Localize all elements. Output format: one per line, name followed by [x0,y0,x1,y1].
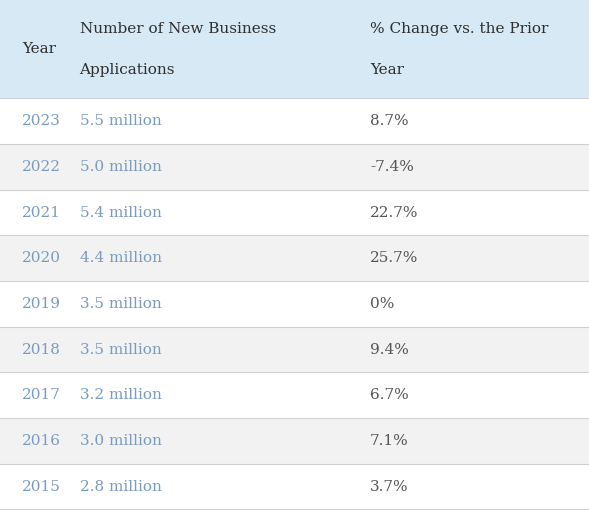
Text: 2017: 2017 [22,388,61,402]
Text: 2.8 million: 2.8 million [80,480,161,494]
Text: 25.7%: 25.7% [370,251,418,265]
Bar [0,327,589,372]
Text: 0%: 0% [370,297,394,311]
Text: 2020: 2020 [22,251,61,265]
Text: Applications: Applications [80,63,175,77]
Text: 5.0 million: 5.0 million [80,160,161,174]
Text: % Change vs. the Prior: % Change vs. the Prior [370,22,548,36]
Bar [0,98,589,144]
Text: 22.7%: 22.7% [370,206,418,220]
Bar [0,235,589,281]
Text: Year: Year [370,63,404,77]
Text: 6.7%: 6.7% [370,388,409,402]
Text: 2019: 2019 [22,297,61,311]
Bar [0,281,589,327]
Bar [0,372,589,418]
Text: 2022: 2022 [22,160,61,174]
Text: 7.1%: 7.1% [370,434,409,448]
Text: -7.4%: -7.4% [370,160,413,174]
Text: 2016: 2016 [22,434,61,448]
Text: 3.2 million: 3.2 million [80,388,161,402]
Text: 5.5 million: 5.5 million [80,114,161,128]
Bar [0,418,589,464]
Text: 2015: 2015 [22,480,61,494]
Bar [0,0,589,98]
Text: 5.4 million: 5.4 million [80,206,161,220]
Text: 3.5 million: 3.5 million [80,297,161,311]
Text: 4.4 million: 4.4 million [80,251,161,265]
Bar [0,190,589,235]
Text: 2023: 2023 [22,114,61,128]
Text: 9.4%: 9.4% [370,343,409,357]
Text: Number of New Business: Number of New Business [80,22,276,36]
Text: 3.5 million: 3.5 million [80,343,161,357]
Text: 3.7%: 3.7% [370,480,409,494]
Text: Year: Year [22,42,57,56]
Text: 8.7%: 8.7% [370,114,409,128]
Text: 3.0 million: 3.0 million [80,434,161,448]
Bar [0,464,589,509]
Text: 2018: 2018 [22,343,61,357]
Text: 2021: 2021 [22,206,61,220]
Bar [0,144,589,190]
